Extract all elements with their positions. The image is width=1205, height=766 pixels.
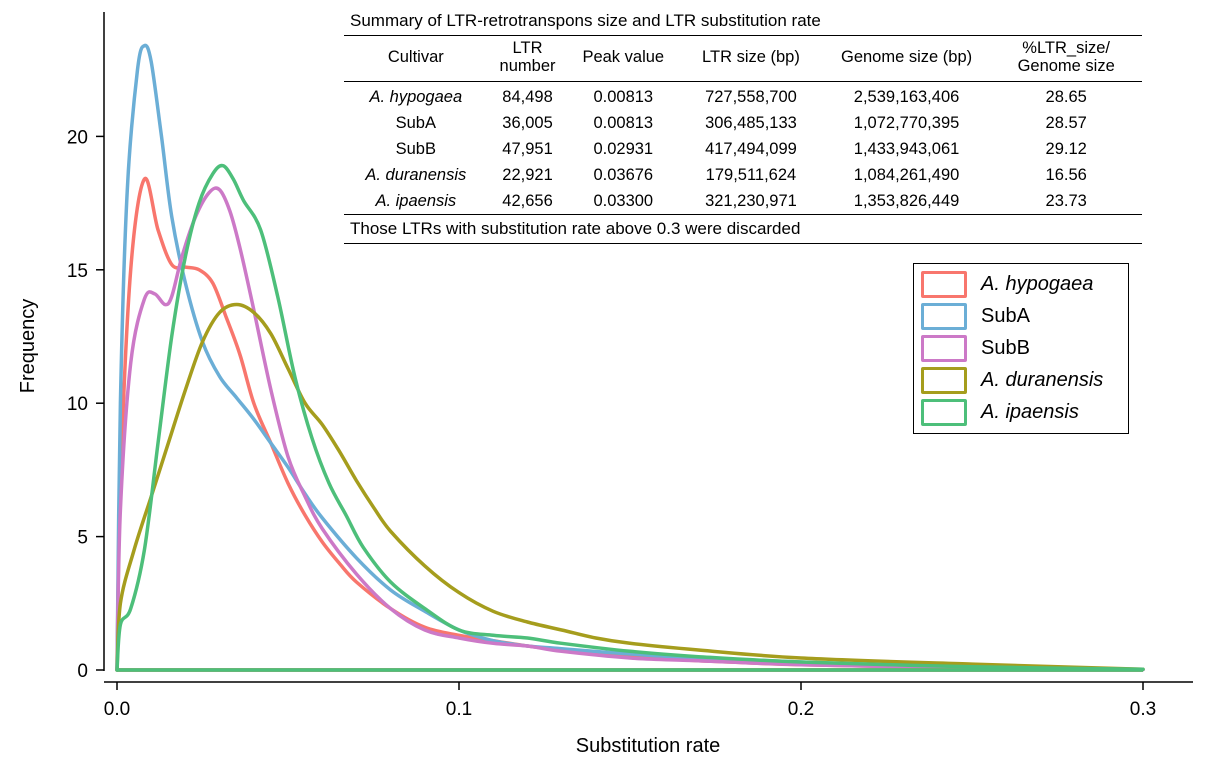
legend-swatch (921, 366, 967, 394)
legend-label: A. duranensis (981, 368, 1104, 391)
table-cell: 1,353,826,449 (853, 191, 960, 210)
legend-swatch (921, 270, 967, 298)
x-axis-title: Substitution rate (576, 735, 721, 757)
summary-table-note: Those LTRs with substitution rate above … (344, 214, 1142, 244)
table-cell: 29.12 (1045, 139, 1087, 158)
column-header: %LTR_size/ Genome size (990, 36, 1142, 82)
y-axis-title: Frequency (17, 299, 39, 394)
cultivar-cell: SubA (395, 113, 436, 132)
legend-item-subb: SubB (921, 333, 1030, 363)
cultivar-cell: A. hypogaea (369, 87, 463, 106)
y-tick-label: 5 (77, 528, 88, 549)
y-tick-label: 20 (67, 127, 88, 148)
table-cell: 2,539,163,406 (853, 87, 960, 106)
legend-label: SubB (981, 336, 1030, 359)
x-tick-label: 0.2 (788, 699, 814, 720)
legend-swatch (921, 398, 967, 426)
summary-table: Cultivar LTR number Peak value LTR size … (344, 36, 1142, 214)
series-lines (115, 43, 1145, 672)
table-cell: 1,072,770,395 (853, 113, 960, 132)
table-cell: 28.65 (1045, 87, 1087, 106)
summary-table-title: Summary of LTR-retrotranspons size and L… (344, 8, 1142, 36)
series-line-a-ipaensis (115, 163, 1145, 672)
table-cell: 321,230,971 (705, 191, 797, 210)
column-header: LTR number (487, 36, 568, 82)
table-cell: 306,485,133 (705, 113, 797, 132)
legend-label: A. ipaensis (981, 400, 1079, 423)
series-a-ipaensis (115, 163, 1145, 672)
table-row: SubA 36,005 0.00813 306,485,133 1,072,770,39… (344, 110, 1142, 136)
series-line-a-duranensis (115, 302, 1145, 672)
legend: A. hypogaea SubA SubB A. duranensis A. ipaen… (913, 263, 1129, 434)
x-tick-label: 0.0 (104, 699, 130, 720)
table-row: A. hypogaea 84,498 0.00813 727,558,700 2,539… (344, 82, 1142, 111)
cultivar-cell: A. ipaensis (375, 191, 457, 210)
table-cell: 0.00813 (593, 113, 654, 132)
table-cell: 47,951 (502, 139, 553, 158)
legend-item-a-duranensis: A. duranensis (921, 365, 1103, 395)
y-tick-label: 0 (77, 661, 88, 682)
table-cell: 0.03300 (593, 191, 654, 210)
table-cell: 1,433,943,061 (853, 139, 960, 158)
table-cell: 179,511,624 (705, 165, 797, 184)
cultivar-cell: SubB (395, 139, 436, 158)
y-tick-label: 15 (67, 261, 88, 282)
y-tick-label: 10 (67, 394, 88, 415)
column-header: Cultivar (344, 36, 488, 82)
table-row: A. duranensis 22,921 0.03676 179,511,624 1,0… (344, 162, 1142, 188)
table-cell: 84,498 (502, 87, 553, 106)
table-cell: 28.57 (1045, 113, 1087, 132)
table-cell: 727,558,700 (705, 87, 797, 106)
legend-item-a-ipaensis: A. ipaensis (921, 397, 1079, 427)
table-cell: 22,921 (502, 165, 553, 184)
summary-table-panel: Summary of LTR-retrotranspons size and L… (344, 8, 1142, 244)
table-cell: 0.02931 (593, 139, 654, 158)
column-header: Genome size (bp) (822, 36, 991, 82)
series-line-subb (115, 186, 1145, 672)
legend-item-suba: SubA (921, 301, 1030, 331)
table-cell: 23.73 (1045, 191, 1087, 210)
table-header-row: Cultivar LTR number Peak value LTR size … (344, 36, 1142, 82)
table-cell: 16.56 (1045, 165, 1087, 184)
legend-swatch (921, 302, 967, 330)
column-header: Peak value (567, 36, 680, 82)
table-cell: 0.00813 (593, 87, 654, 106)
legend-swatch (921, 334, 967, 362)
x-tick-label: 0.3 (1130, 699, 1156, 720)
table-row: A. ipaensis 42,656 0.03300 321,230,971 1,353… (344, 188, 1142, 214)
legend-label: SubA (981, 304, 1030, 327)
legend-label: A. hypogaea (981, 272, 1094, 295)
axes: 0 5 10 15 20 0.0 0.1 0.2 0.3 (67, 12, 1193, 720)
table-cell: 36,005 (502, 113, 553, 132)
table-cell: 417,494,099 (705, 139, 797, 158)
column-header: LTR size (bp) (679, 36, 823, 82)
table-row: SubB 47,951 0.02931 417,494,099 1,433,943,06… (344, 136, 1142, 162)
series-line-suba (115, 43, 1145, 672)
table-cell: 42,656 (502, 191, 553, 210)
table-cell: 0.03676 (593, 165, 654, 184)
table-body: A. hypogaea 84,498 0.00813 727,558,700 2,539… (344, 82, 1142, 215)
x-tick-label: 0.1 (446, 699, 472, 720)
cultivar-cell: A. duranensis (365, 165, 467, 184)
table-cell: 1,084,261,490 (853, 165, 960, 184)
legend-item-a-hypogaea: A. hypogaea (921, 269, 1093, 299)
